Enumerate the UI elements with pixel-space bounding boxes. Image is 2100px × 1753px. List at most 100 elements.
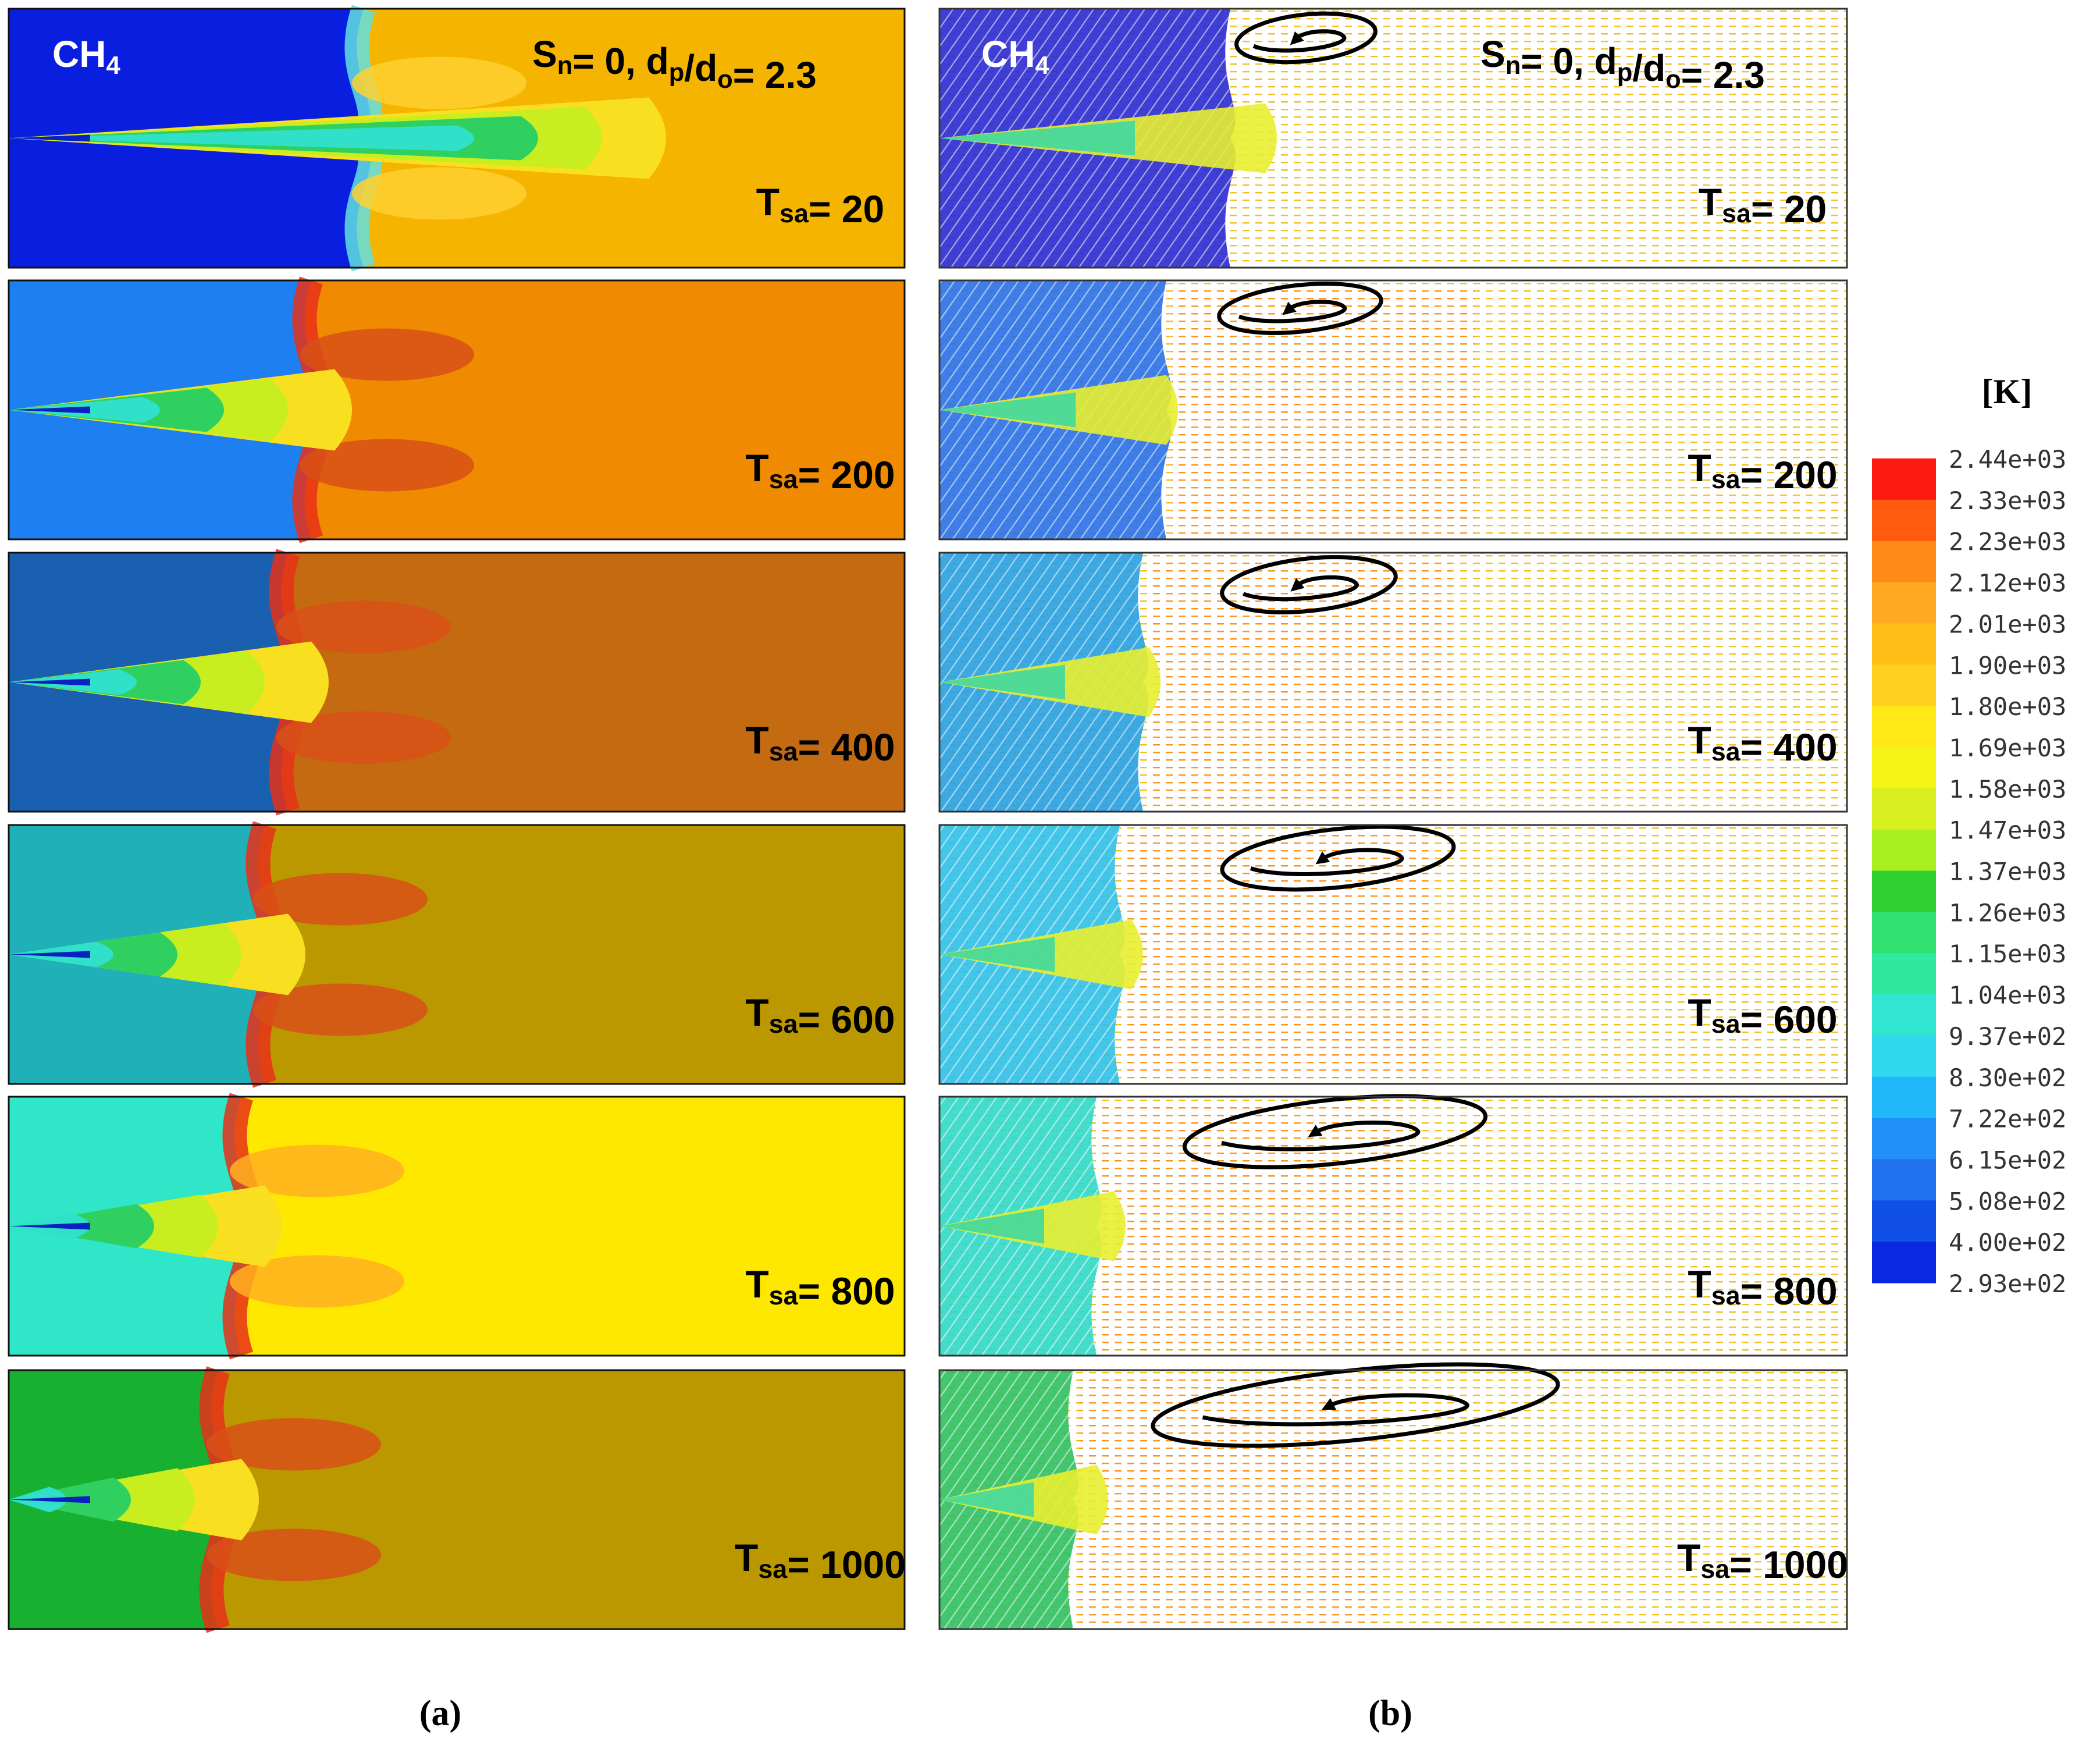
temperature-label-b: Tsa= 400 (1688, 719, 1837, 769)
t-subscript: sa (769, 1281, 799, 1310)
t-symbol: T (1699, 180, 1722, 223)
species-subscript: 4 (106, 52, 120, 80)
recirculation-lobe (253, 873, 428, 926)
recirculation-swirl (1182, 1094, 1488, 1169)
t-value: = 20 (1751, 187, 1827, 230)
swirl-outer-loop (1220, 555, 1398, 614)
t-symbol: T (1688, 719, 1711, 762)
panel-border (938, 824, 1848, 1085)
nozzle-exit (9, 951, 90, 958)
t-value: = 1000 (1729, 1543, 1848, 1586)
contour-panel: Tsa= 20 CH4 Sn= 0, dp/do= 2.3 (8, 5, 906, 272)
cond-eq2: = 2.3 (733, 54, 817, 96)
jet-core-vectors (939, 937, 1055, 972)
recirculation-lobe (300, 328, 474, 381)
t-value: = 200 (798, 453, 895, 496)
vector-panel: Tsa= 1000 (938, 1362, 1848, 1630)
colorbar-tick: 4.00e+02 (1949, 1228, 2066, 1257)
t-symbol: T (1677, 1536, 1700, 1579)
colorbar-tick: 1.80e+03 (1949, 692, 2066, 721)
t-symbol: T (745, 446, 768, 489)
temperature-label-a: Tsa= 200 (745, 446, 895, 496)
contour-panel: Tsa= 800 (8, 1093, 906, 1360)
panel-border (8, 824, 906, 1085)
t-subscript: sa (769, 464, 799, 494)
contour-panel: Tsa= 600 (8, 821, 906, 1088)
colorbar-swatch (1872, 458, 1936, 500)
cond-eq2: = 2.3 (1681, 54, 1765, 96)
recirculation-lobe (276, 600, 451, 653)
colorbar-swatch (1872, 829, 1936, 872)
swirl-inner-arrow (1202, 1393, 1470, 1427)
cond-s-sub: n (1505, 52, 1521, 80)
contour-panel: Tsa= 200 (8, 276, 906, 543)
t-subscript: sa (1711, 1281, 1741, 1310)
panel-border (8, 279, 906, 541)
colorbar-swatch (1872, 706, 1936, 748)
colorbar: [K] 2.44e+03 2.33e+03 2.23e+03 2.12e+03 2.01… (1872, 372, 2066, 1298)
contour-panel: Tsa= 1000 (8, 1366, 906, 1633)
species-label-b: CH4 (981, 33, 1049, 80)
t-subscript: sa (769, 1009, 799, 1039)
vector-panel: Tsa= 800 (938, 1094, 1848, 1357)
t-value: = 400 (798, 726, 895, 769)
temperature-label-b: Tsa= 200 (1688, 446, 1837, 496)
hot-vector-region (1079, 1376, 1382, 1623)
t-symbol: T (1688, 1263, 1711, 1306)
temperature-label-a: Tsa= 1000 (735, 1536, 906, 1586)
recirculation-swirl (1220, 555, 1398, 614)
swirl-outer-loop (1234, 11, 1378, 65)
species-label-a: CH4 (52, 33, 120, 80)
t-subscript: sa (780, 198, 809, 228)
cond-s: S (532, 33, 557, 75)
colorbar-tick: 2.01e+03 (1949, 610, 2066, 638)
colorbar-tick: 7.22e+02 (1949, 1105, 2066, 1133)
recirculation-lobe (230, 1255, 404, 1308)
vector-panel: Tsa= 600 (938, 824, 1848, 1085)
recirculation-lobe (230, 1144, 404, 1197)
colorbar-tick: 1.58e+03 (1949, 775, 2066, 803)
cond-eq1: = 0, d (572, 40, 668, 82)
species-subscript: 4 (1035, 52, 1049, 80)
colorbar-swatch (1872, 746, 1936, 789)
swirl-inner-arrow (1243, 575, 1359, 602)
colorbar-swatch (1872, 994, 1936, 1036)
cond-p-sub: p (1617, 59, 1633, 87)
colorbar-swatch (1872, 582, 1936, 624)
colorbar-tick: 1.47e+03 (1949, 816, 2066, 845)
nozzle-exit (9, 678, 90, 686)
vector-panel: Tsa= 20 CH4 Sn= 0, dp/do= 2.3 (938, 8, 1848, 269)
colorbar-tick: 6.15e+02 (1949, 1146, 2066, 1174)
t-subscript: sa (1700, 1554, 1730, 1584)
colorbar-tick: 1.90e+03 (1949, 651, 2066, 680)
panel-border (938, 1096, 1848, 1357)
panel-border (938, 279, 1848, 541)
colorbar-swatch (1872, 1035, 1936, 1078)
jet-core (9, 125, 474, 151)
colorbar-tick: 2.33e+03 (1949, 486, 2066, 515)
temperature-label-a: Tsa= 20 (756, 180, 885, 230)
t-subscript: sa (758, 1554, 788, 1584)
hot-vector-region (1102, 1103, 1405, 1350)
jet-core-vectors (939, 1482, 1034, 1517)
jet-core-vectors (939, 120, 1135, 156)
t-value: = 400 (1740, 726, 1838, 769)
recirculation-swirl (1220, 824, 1456, 892)
caption-a: (a) (419, 1694, 461, 1733)
swirl-inner-arrow (1238, 300, 1347, 323)
swirl-outer-loop (1220, 824, 1456, 892)
colorbar-tick: 1.15e+03 (1949, 940, 2066, 968)
colorbar-tick: 1.69e+03 (1949, 734, 2066, 762)
t-symbol: T (1688, 446, 1711, 489)
panel-border (938, 552, 1848, 813)
t-value: = 600 (798, 998, 895, 1041)
t-symbol: T (735, 1536, 758, 1579)
panel-border (8, 1369, 906, 1630)
t-subscript: sa (1711, 464, 1741, 494)
colorbar-swatch (1872, 664, 1936, 706)
cond-s-sub: n (557, 52, 573, 80)
species-symbol: CH (52, 33, 106, 75)
cond-eq1: = 0, d (1521, 40, 1617, 82)
recirculation-lobe (253, 983, 428, 1036)
